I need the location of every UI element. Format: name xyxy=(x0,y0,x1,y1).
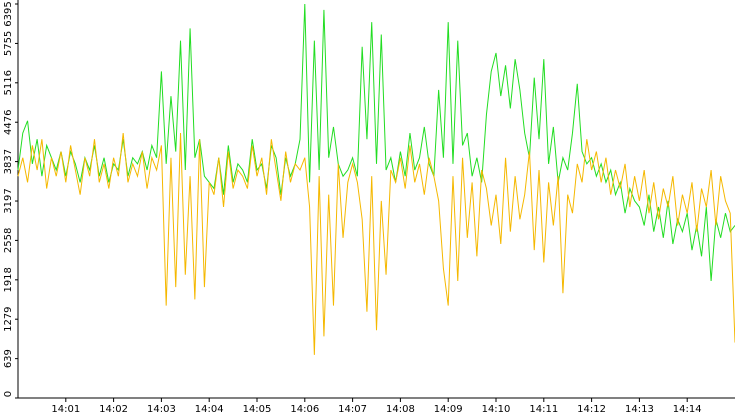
x-tick-label: 14:08 xyxy=(386,404,415,415)
x-tick-label: 14:02 xyxy=(99,404,128,415)
x-tick-label: 14:06 xyxy=(290,404,319,415)
x-tick-label: 14:01 xyxy=(51,404,80,415)
y-tick-label: 4476 xyxy=(3,110,14,135)
x-tick-label: 14:14 xyxy=(673,404,702,415)
x-tick-label: 14:11 xyxy=(529,404,558,415)
x-tick-label: 14:03 xyxy=(147,404,176,415)
x-tick-label: 14:05 xyxy=(243,404,272,415)
x-tick-label: 14:10 xyxy=(482,404,511,415)
y-tick-label: 2558 xyxy=(3,228,14,253)
x-tick-label: 14:13 xyxy=(625,404,654,415)
series-line xyxy=(17,133,735,355)
series-line xyxy=(17,3,735,281)
y-tick-label: 5116 xyxy=(3,70,14,95)
y-tick-label: 1279 xyxy=(3,306,14,331)
y-tick-label: 5755 xyxy=(3,31,14,56)
x-tick-label: 14:04 xyxy=(195,404,224,415)
y-tick-label: 6395 xyxy=(3,1,14,26)
y-tick-label: 3837 xyxy=(3,149,14,174)
x-tick-label: 14:07 xyxy=(338,404,367,415)
y-tick-label: 3197 xyxy=(3,188,14,213)
y-tick-label: 1918 xyxy=(3,267,14,292)
y-tick-label: 639 xyxy=(3,349,14,368)
y-tick-label: 0 xyxy=(3,391,14,397)
x-tick-label: 14:09 xyxy=(434,404,463,415)
x-tick-label: 14:12 xyxy=(577,404,606,415)
